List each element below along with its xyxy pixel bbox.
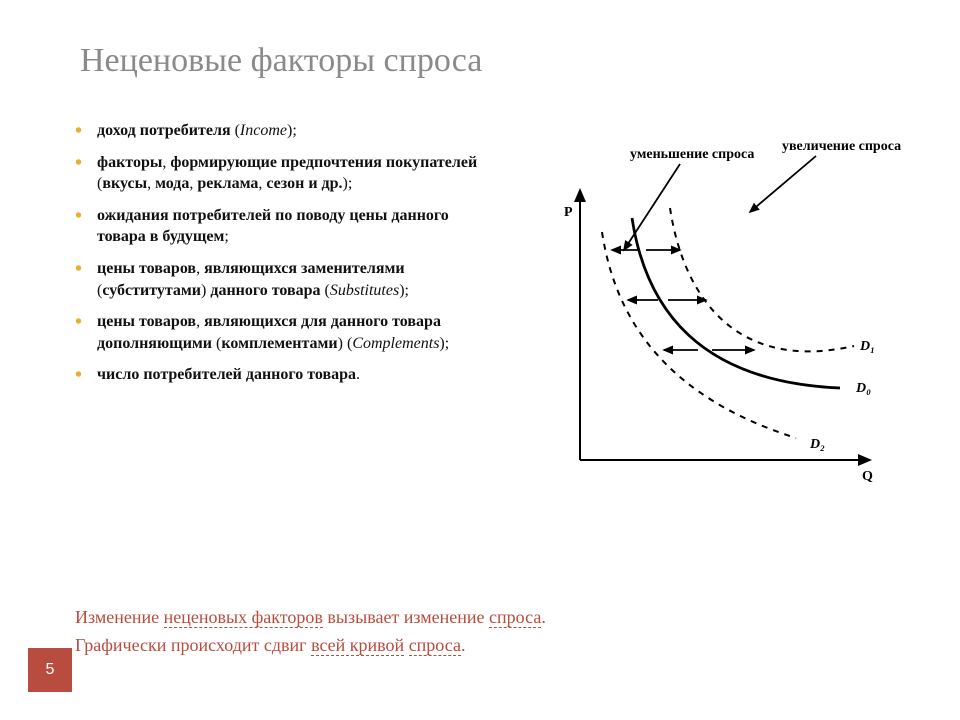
- curve-label-d0: D₀: [855, 381, 871, 396]
- pointer-increase: [750, 156, 816, 212]
- underline-term: неценовых факторов: [164, 607, 323, 628]
- underline-term: всей кривой: [311, 635, 404, 656]
- bullet-item: факторы, формирующие предпочтения покупа…: [75, 152, 495, 195]
- label-decrease: уменьшение спроса: [630, 147, 754, 162]
- axis-label-q: Q: [862, 469, 873, 484]
- slide-title: Неценовые факторы спроса: [80, 42, 482, 80]
- underline-term: спроса: [409, 635, 461, 656]
- curve-label-d1: D₁: [859, 339, 875, 354]
- curve-label-d2: D₂: [809, 437, 825, 452]
- bullet-list: доход потребителя (Income); факторы, фор…: [75, 120, 495, 386]
- curve-d2: [602, 232, 796, 438]
- bullet-item: цены товаров, являющихся для данного тов…: [75, 311, 495, 354]
- bullet-item: цены товаров, являющихся заменителями (с…: [75, 258, 495, 301]
- axis-label-p: P: [564, 205, 573, 220]
- pointer-decrease: [624, 164, 680, 250]
- underline-term: спроса: [489, 607, 541, 628]
- shift-arrows-right: [646, 250, 754, 350]
- curve-d1: [670, 208, 854, 351]
- bullet-item: число потребителей данного товара.: [75, 364, 495, 386]
- label-increase: увеличение спроса: [782, 140, 901, 154]
- bullet-item: доход потребителя (Income);: [75, 120, 495, 142]
- footer-text: Изменение неценовых факторов вызывает из…: [75, 604, 895, 660]
- demand-shift-chart: P Q D₁ D₀ D₂ уменьшение спроса увеличени…: [520, 140, 920, 500]
- bullet-list-container: доход потребителя (Income); факторы, фор…: [75, 120, 495, 396]
- page-number: 5: [28, 648, 72, 692]
- bullet-item: ожидания потребителей по поводу цены дан…: [75, 205, 495, 248]
